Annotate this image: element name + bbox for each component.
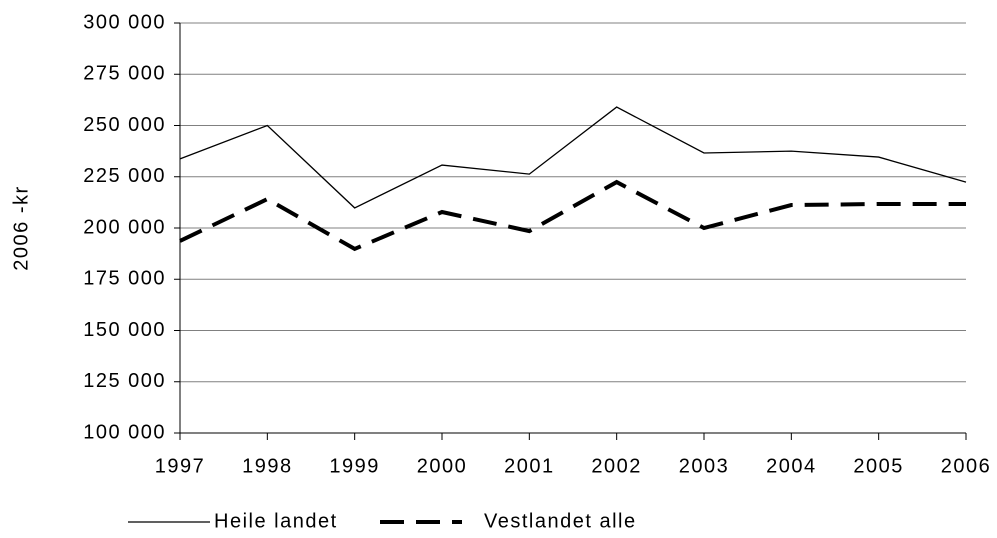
y-tick-label: 250 000: [83, 114, 166, 136]
series-line: [179, 106, 967, 209]
x-tick-label: 2001: [504, 455, 555, 477]
y-tick-label: 275 000: [83, 63, 166, 85]
x-tick-label: 2000: [417, 455, 468, 477]
x-tick-label: 2004: [766, 455, 817, 477]
x-tick-label: 2003: [679, 455, 730, 477]
y-axis-label: 2006 -kr: [10, 185, 32, 270]
x-tick-label: 1999: [329, 455, 380, 477]
y-tick-label: 175 000: [83, 268, 166, 290]
y-tick-label: 100 000: [83, 421, 166, 443]
y-tick-label: 150 000: [83, 319, 166, 341]
x-tick-label: 2002: [591, 455, 642, 477]
x-tick-label: 2006: [941, 455, 992, 477]
legend-label: Vestlandet alle: [484, 510, 637, 532]
series-line: [179, 179, 966, 252]
y-tick-label: 125 000: [83, 370, 166, 392]
y-tick-label: 200 000: [83, 216, 166, 238]
legend-label: Heile landet: [214, 510, 338, 532]
y-tick-label: 300 000: [83, 11, 166, 33]
x-tick-label: 2005: [853, 455, 904, 477]
x-tick-label: 1998: [242, 455, 293, 477]
x-tick-label: 1997: [155, 455, 206, 477]
y-tick-label: 225 000: [83, 165, 166, 187]
